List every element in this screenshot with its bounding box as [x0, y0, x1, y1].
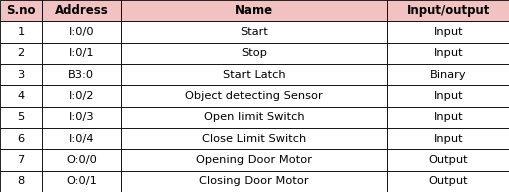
Bar	[121, 64, 386, 85]
Bar	[386, 64, 509, 85]
Bar	[121, 171, 386, 192]
Text: Start Latch: Start Latch	[222, 70, 285, 80]
Bar	[42, 43, 121, 64]
Text: Open limit Switch: Open limit Switch	[203, 112, 304, 122]
Bar	[42, 0, 121, 21]
Text: Closing Door Motor: Closing Door Motor	[199, 176, 308, 186]
Text: B3:0: B3:0	[68, 70, 94, 80]
Text: 5: 5	[17, 112, 24, 122]
Text: I:0/0: I:0/0	[68, 27, 94, 37]
Bar	[121, 128, 386, 149]
Bar	[42, 107, 121, 128]
Bar	[121, 107, 386, 128]
Bar	[0, 0, 42, 21]
Text: Object detecting Sensor: Object detecting Sensor	[185, 91, 322, 101]
Text: Input: Input	[433, 27, 463, 37]
Text: Output: Output	[428, 176, 467, 186]
Text: I:0/2: I:0/2	[69, 91, 94, 101]
Text: Binary: Binary	[430, 70, 466, 80]
Text: Input: Input	[433, 112, 463, 122]
Text: I:0/4: I:0/4	[69, 134, 94, 144]
Text: 3: 3	[17, 70, 24, 80]
Bar	[386, 107, 509, 128]
Bar	[0, 171, 42, 192]
Bar	[386, 0, 509, 21]
Text: Opening Door Motor: Opening Door Motor	[195, 155, 312, 165]
Bar	[121, 149, 386, 171]
Bar	[0, 128, 42, 149]
Bar	[0, 43, 42, 64]
Bar	[0, 149, 42, 171]
Text: Close Limit Switch: Close Limit Switch	[202, 134, 305, 144]
Bar	[121, 43, 386, 64]
Text: 4: 4	[17, 91, 24, 101]
Text: 6: 6	[17, 134, 24, 144]
Bar	[386, 85, 509, 107]
Bar	[42, 85, 121, 107]
Bar	[386, 43, 509, 64]
Bar	[386, 128, 509, 149]
Bar	[42, 64, 121, 85]
Text: O:0/0: O:0/0	[66, 155, 97, 165]
Text: 2: 2	[17, 48, 24, 58]
Text: I:0/3: I:0/3	[68, 112, 94, 122]
Text: 7: 7	[17, 155, 24, 165]
Text: S.no: S.no	[6, 4, 36, 17]
Text: I:0/1: I:0/1	[68, 48, 94, 58]
Text: Stop: Stop	[241, 48, 266, 58]
Text: Input: Input	[433, 134, 463, 144]
Text: Start: Start	[240, 27, 267, 37]
Bar	[0, 21, 42, 43]
Bar	[121, 21, 386, 43]
Bar	[121, 85, 386, 107]
Text: Address: Address	[54, 4, 108, 17]
Bar	[121, 0, 386, 21]
Text: 8: 8	[17, 176, 24, 186]
Bar	[42, 21, 121, 43]
Bar	[0, 64, 42, 85]
Bar	[0, 107, 42, 128]
Text: O:0/1: O:0/1	[66, 176, 97, 186]
Bar	[42, 128, 121, 149]
Bar	[386, 21, 509, 43]
Bar	[386, 171, 509, 192]
Bar	[42, 149, 121, 171]
Text: Input/output: Input/output	[406, 4, 489, 17]
Text: Output: Output	[428, 155, 467, 165]
Text: Input: Input	[433, 91, 463, 101]
Text: Input: Input	[433, 48, 463, 58]
Bar	[0, 85, 42, 107]
Bar	[42, 171, 121, 192]
Text: Name: Name	[235, 4, 272, 17]
Bar	[386, 149, 509, 171]
Text: 1: 1	[17, 27, 24, 37]
